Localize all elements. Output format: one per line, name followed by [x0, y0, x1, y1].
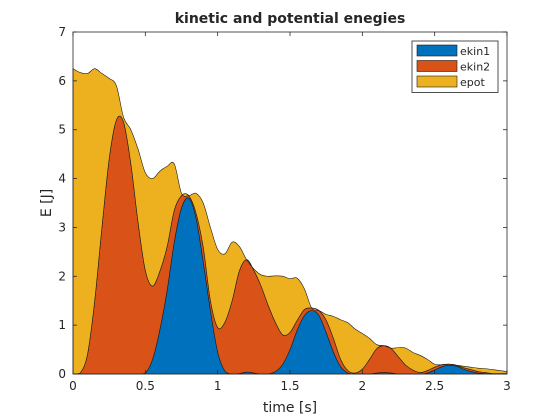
- x-tick-label: 0.5: [136, 379, 155, 393]
- legend-swatch-epot: [416, 75, 458, 88]
- x-tick-label: 1.5: [280, 379, 299, 393]
- y-tick-label: 6: [58, 74, 66, 88]
- y-axis-label: E [J]: [39, 189, 55, 217]
- y-tick-label: 4: [58, 172, 66, 186]
- legend-label-epot: epot: [460, 76, 485, 89]
- x-axis-label: time [s]: [263, 400, 317, 416]
- x-tick-label: 2: [359, 379, 367, 393]
- y-tick-label: 2: [58, 269, 66, 283]
- x-tick-label: 3: [503, 379, 511, 393]
- x-tick-label: 1: [214, 379, 222, 393]
- y-tick-label: 3: [58, 220, 66, 234]
- legend: ekin1 ekin2 epot: [411, 40, 499, 93]
- legend-swatch-ekin1: [416, 44, 458, 57]
- y-axis: 0 1 2 3 4 5 6 7: [58, 25, 507, 381]
- y-tick-label: 5: [58, 123, 66, 137]
- legend-label-ekin1: ekin1: [460, 45, 490, 58]
- y-tick-label: 7: [58, 25, 66, 39]
- chart-title: kinetic and potential enegies: [175, 11, 406, 27]
- y-tick-label: 1: [58, 318, 66, 332]
- x-axis: 0 0.5 1 1.5 2 2.5 3: [69, 32, 511, 393]
- x-tick-label: 2.5: [425, 379, 444, 393]
- legend-swatch-ekin2: [416, 60, 458, 72]
- y-tick-label: 0: [58, 367, 66, 381]
- legend-label-ekin2: ekin2: [460, 61, 490, 74]
- x-tick-label: 0: [69, 379, 77, 393]
